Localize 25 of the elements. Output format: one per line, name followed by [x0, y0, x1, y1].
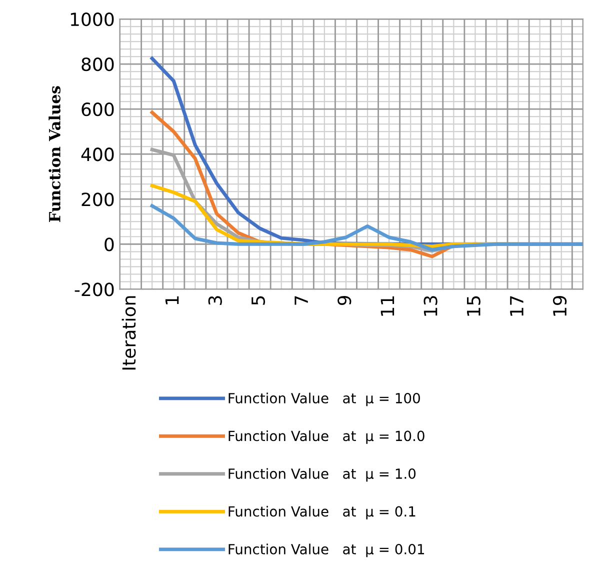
y-tick-label: 800	[82, 57, 114, 72]
x-tick-label: 9	[338, 296, 352, 306]
legend-label: Function Value at μ = 1.0	[228, 468, 416, 482]
y-tick-label: 400	[81, 148, 114, 162]
x-tick-label: 3	[208, 296, 222, 305]
y-tick-label: 1000	[70, 12, 114, 26]
legend-label: Function Value at μ = 100	[228, 392, 420, 406]
y-tick-label: 600	[82, 102, 114, 116]
x-tick-label: 1	[165, 296, 179, 304]
x-tick-label: 15	[467, 296, 480, 316]
y-tick-label: -200	[74, 282, 114, 296]
legend-label: Function Value at μ = 0.01	[228, 544, 424, 558]
x-tick-label: 7	[294, 296, 308, 305]
legend-label: Function Value at μ = 10.0	[228, 430, 424, 444]
y-axis-title: Function Values	[48, 86, 60, 222]
x-tick-label: 19	[552, 296, 567, 316]
x-tick-label: 5	[252, 296, 266, 305]
x-tick-label: 17	[510, 296, 524, 316]
x-tick-label: Iteration	[122, 296, 136, 370]
x-tick-label: 11	[380, 296, 394, 316]
line-series	[150, 204, 583, 252]
y-tick-label: 0	[104, 238, 114, 252]
y-tick-label: 200	[82, 192, 114, 206]
legend-label: Function Value at μ = 0.1	[228, 506, 416, 520]
x-tick-label: 13	[424, 296, 438, 316]
